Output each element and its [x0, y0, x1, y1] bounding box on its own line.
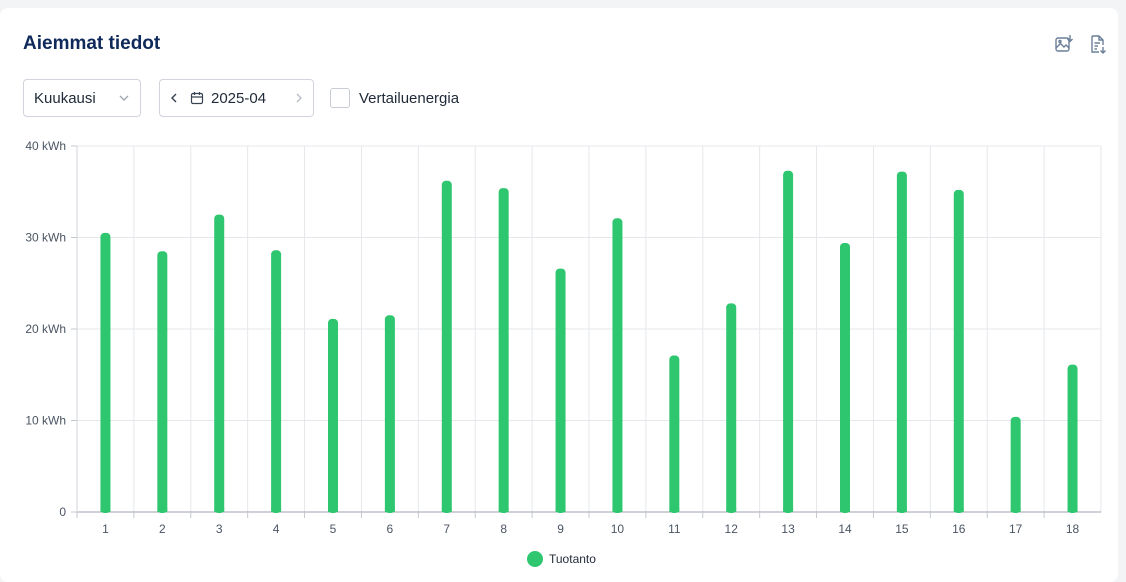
y-tick-label: 40 kWh	[25, 139, 66, 153]
bar-base	[726, 508, 737, 512]
y-tick-label: 10 kWh	[25, 414, 66, 428]
image-download-icon[interactable]	[1052, 33, 1076, 55]
x-tick-label: 8	[500, 522, 507, 536]
x-tick-label: 6	[387, 522, 394, 536]
bar-day-13	[783, 170, 794, 513]
bar-base	[100, 508, 111, 512]
bar-day-12	[726, 303, 737, 513]
bar-base	[328, 508, 338, 512]
bar-day-8	[498, 188, 509, 513]
calendar-icon	[190, 91, 204, 105]
x-tick-label: 14	[838, 522, 852, 536]
compare-energy-toggle[interactable]: Vertailuenergia	[330, 88, 459, 108]
y-tick-label: 30 kWh	[25, 231, 66, 245]
bar-day-9	[555, 268, 566, 513]
chevron-right-icon[interactable]	[293, 92, 305, 104]
chevron-down-icon	[118, 92, 130, 104]
x-tick-label: 5	[330, 522, 337, 536]
bar-day-5	[328, 318, 338, 513]
x-tick-label: 11	[668, 522, 681, 536]
bar-base	[840, 508, 850, 512]
bar-base	[498, 508, 509, 512]
bar-day-15	[896, 171, 907, 513]
x-tick-label: 10	[611, 522, 625, 536]
bar-day-14	[840, 242, 850, 513]
history-panel: Aiemmat tiedot Kuukausi	[0, 8, 1118, 582]
bar-base	[214, 508, 225, 512]
panel-actions	[1052, 33, 1110, 55]
bar-base	[1067, 508, 1078, 512]
x-tick-label: 7	[443, 522, 450, 536]
bar-day-2	[157, 251, 168, 513]
x-tick-label: 13	[781, 522, 795, 536]
legend-color-dot	[527, 551, 543, 567]
document-export-icon[interactable]	[1086, 33, 1110, 55]
bar-day-6	[384, 315, 395, 513]
bar-day-10	[612, 218, 623, 513]
bar-day-1	[100, 232, 111, 514]
x-tick-label: 9	[557, 522, 564, 536]
bar-day-11	[669, 355, 680, 513]
y-tick-label: 20 kWh	[25, 322, 66, 336]
bar-base	[271, 508, 282, 512]
period-select-value: Kuukausi	[34, 89, 96, 107]
compare-energy-checkbox[interactable]	[330, 88, 350, 108]
bar-base	[1010, 508, 1021, 512]
y-tick-label: 0	[59, 505, 66, 519]
bar-day-4	[271, 250, 282, 513]
x-tick-label: 12	[725, 522, 739, 536]
bar-base	[783, 508, 794, 512]
x-tick-label: 15	[895, 522, 909, 536]
legend-series-label: Tuotanto	[549, 552, 596, 566]
bar-base	[384, 508, 395, 512]
bar-base	[896, 508, 907, 512]
x-tick-label: 16	[952, 522, 966, 536]
compare-energy-label: Vertailuenergia	[359, 89, 460, 107]
chevron-left-icon[interactable]	[168, 92, 180, 104]
x-tick-label: 17	[1009, 522, 1023, 536]
bar-base	[157, 508, 168, 512]
month-picker[interactable]: 2025-04	[159, 79, 314, 117]
bar-day-7	[441, 180, 452, 513]
period-select[interactable]: Kuukausi	[23, 79, 141, 117]
bar-base	[612, 508, 623, 512]
x-tick-label: 2	[159, 522, 166, 536]
bar-base	[953, 508, 964, 512]
chart-legend[interactable]: Tuotanto	[527, 551, 596, 567]
bar-base	[669, 508, 680, 512]
bar-day-18	[1067, 364, 1078, 513]
bar-day-3	[214, 214, 225, 513]
panel-title: Aiemmat tiedot	[23, 33, 161, 54]
x-tick-label: 4	[273, 522, 280, 536]
bar-base	[441, 508, 452, 512]
x-tick-label: 18	[1066, 522, 1080, 536]
bar-day-16	[953, 189, 964, 514]
month-picker-value: 2025-04	[211, 89, 267, 107]
bar-base	[555, 508, 566, 512]
bar-day-17	[1010, 416, 1021, 513]
x-tick-label: 3	[216, 522, 223, 536]
x-tick-label: 1	[102, 522, 109, 536]
